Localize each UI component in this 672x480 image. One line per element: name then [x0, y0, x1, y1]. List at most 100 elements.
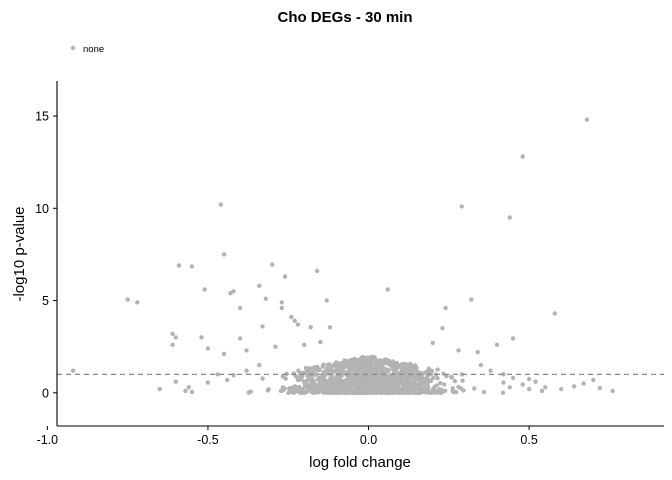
data-point: [335, 375, 340, 380]
data-point: [408, 381, 413, 386]
data-point: [402, 380, 408, 385]
data-point: [237, 336, 243, 341]
data-point: [173, 335, 178, 340]
data-point: [520, 154, 525, 159]
axes: [56, 81, 664, 427]
data-point: [176, 263, 182, 268]
data-point: [189, 264, 195, 269]
data-point: [221, 252, 227, 257]
data-point: [377, 362, 382, 367]
data-point: [372, 390, 377, 395]
data-point: [342, 359, 347, 365]
data-point: [375, 358, 381, 363]
data-point: [324, 298, 329, 303]
data-point: [322, 387, 328, 393]
y-axis-title: -log10 p-value: [11, 206, 28, 301]
data-point: [279, 305, 284, 311]
data-point: [260, 324, 265, 329]
data-point: [385, 287, 390, 292]
data-point: [357, 374, 362, 379]
data-point: [157, 386, 162, 392]
data-point: [321, 362, 326, 368]
data-point: [318, 339, 323, 345]
data-point: [292, 384, 298, 389]
data-point: [450, 386, 455, 391]
data-point: [424, 389, 429, 395]
data-point: [324, 380, 329, 386]
data-point: [215, 372, 220, 377]
data-point: [308, 325, 313, 330]
data-point: [371, 383, 377, 388]
data-point: [199, 335, 204, 340]
data-point: [443, 305, 448, 311]
data-point: [382, 358, 387, 364]
data-point: [409, 389, 414, 394]
data-point: [403, 389, 409, 395]
data-point: [584, 117, 590, 122]
data-point: [292, 318, 297, 323]
data-point: [338, 390, 343, 395]
data-point: [231, 289, 236, 294]
data-point: [376, 378, 382, 383]
data-point: [423, 376, 428, 381]
data-point: [343, 370, 348, 375]
data-point: [382, 366, 388, 371]
data-point: [456, 348, 461, 353]
data-point: [295, 322, 301, 327]
x-tick-label: 0.0: [360, 433, 377, 447]
chart-title: Cho DEGs - 30 min: [277, 9, 412, 26]
data-point: [318, 384, 323, 389]
data-point: [244, 348, 249, 353]
data-point: [371, 365, 377, 370]
data-point: [368, 386, 374, 392]
data-point: [533, 379, 538, 384]
data-point: [397, 364, 402, 369]
data-point: [510, 336, 516, 341]
data-point: [394, 366, 399, 372]
data-point: [373, 375, 379, 381]
data-point: [336, 369, 342, 374]
data-point: [302, 342, 307, 347]
legend: none: [70, 44, 104, 55]
data-point: [347, 373, 352, 378]
data-point: [407, 385, 412, 390]
data-point: [333, 368, 338, 373]
data-point: [173, 379, 178, 384]
data-point: [270, 262, 275, 267]
data-point: [392, 363, 397, 368]
data-point: [520, 382, 525, 387]
data-point: [459, 204, 464, 209]
y-tick-label: 10: [35, 202, 49, 216]
data-point: [526, 386, 532, 392]
data-point: [319, 375, 324, 380]
data-point: [392, 374, 397, 379]
data-point: [449, 374, 454, 380]
data-point: [337, 361, 342, 366]
data-point: [293, 389, 298, 394]
data-point: [559, 386, 564, 392]
data-point: [346, 388, 351, 393]
data-point: [424, 369, 429, 375]
data-point: [501, 372, 506, 377]
data-point: [364, 356, 370, 362]
data-point: [333, 362, 339, 367]
data-point: [452, 378, 458, 384]
data-point: [293, 374, 299, 379]
data-point: [399, 389, 404, 394]
data-point: [494, 342, 500, 347]
data-point: [388, 388, 394, 393]
data-point: [335, 378, 340, 383]
data-point: [526, 376, 532, 382]
data-point: [597, 386, 602, 391]
data-point: [501, 380, 506, 385]
data-point: [401, 364, 406, 369]
data-point: [399, 368, 405, 373]
data-point: [435, 376, 440, 381]
data-point: [360, 354, 366, 360]
data-point: [439, 390, 444, 395]
data-point: [367, 370, 373, 375]
data-point: [299, 374, 305, 379]
data-point: [312, 367, 317, 372]
data-point: [435, 367, 440, 372]
data-point: [351, 379, 356, 384]
